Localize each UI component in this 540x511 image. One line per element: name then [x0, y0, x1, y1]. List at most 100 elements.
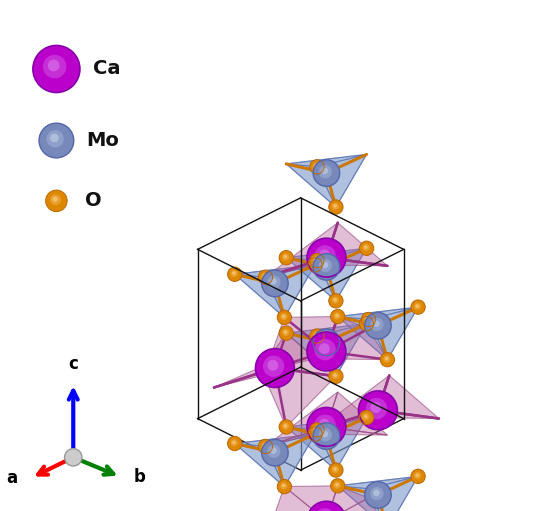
Circle shape: [333, 204, 337, 207]
Polygon shape: [368, 307, 418, 360]
Text: Mo: Mo: [86, 131, 119, 150]
Circle shape: [310, 329, 324, 343]
Circle shape: [52, 197, 58, 202]
Circle shape: [263, 274, 266, 278]
Polygon shape: [286, 323, 367, 376]
Circle shape: [284, 330, 287, 334]
Polygon shape: [286, 154, 367, 207]
Circle shape: [364, 321, 368, 324]
Polygon shape: [368, 476, 418, 511]
Circle shape: [333, 374, 337, 377]
Polygon shape: [326, 486, 368, 511]
Circle shape: [313, 426, 320, 433]
Circle shape: [319, 259, 332, 272]
Circle shape: [313, 257, 320, 264]
Polygon shape: [367, 410, 439, 419]
Circle shape: [364, 482, 391, 508]
Circle shape: [280, 313, 287, 320]
Polygon shape: [285, 486, 338, 511]
Polygon shape: [275, 368, 336, 427]
Circle shape: [370, 402, 381, 413]
Circle shape: [313, 329, 340, 356]
Polygon shape: [326, 392, 387, 435]
Circle shape: [373, 320, 380, 327]
Circle shape: [314, 245, 336, 267]
Circle shape: [258, 270, 273, 284]
Circle shape: [415, 304, 419, 308]
Circle shape: [370, 487, 383, 500]
Polygon shape: [275, 333, 336, 376]
Circle shape: [322, 168, 328, 174]
Polygon shape: [315, 427, 326, 434]
Polygon shape: [378, 376, 389, 410]
Circle shape: [307, 238, 346, 277]
Circle shape: [411, 300, 426, 314]
Polygon shape: [286, 427, 336, 470]
Circle shape: [307, 332, 346, 371]
Circle shape: [261, 439, 288, 466]
Polygon shape: [266, 486, 326, 511]
Circle shape: [308, 258, 322, 272]
Polygon shape: [275, 368, 336, 376]
Circle shape: [335, 483, 339, 486]
Circle shape: [270, 278, 276, 285]
Circle shape: [366, 317, 369, 320]
Polygon shape: [326, 498, 387, 511]
Circle shape: [282, 484, 285, 487]
Circle shape: [227, 267, 242, 282]
Circle shape: [307, 407, 346, 446]
Circle shape: [332, 296, 339, 304]
Circle shape: [330, 479, 345, 493]
Polygon shape: [235, 265, 315, 277]
Text: O: O: [85, 191, 102, 211]
Polygon shape: [266, 427, 326, 447]
Circle shape: [332, 466, 339, 473]
Polygon shape: [266, 258, 326, 277]
Polygon shape: [338, 307, 418, 360]
Circle shape: [46, 190, 67, 212]
Circle shape: [314, 339, 336, 360]
Circle shape: [383, 355, 390, 362]
Circle shape: [335, 314, 339, 317]
Polygon shape: [235, 265, 315, 317]
Circle shape: [33, 45, 80, 92]
Circle shape: [282, 329, 289, 336]
Polygon shape: [214, 368, 275, 387]
Polygon shape: [286, 258, 336, 301]
Circle shape: [50, 133, 59, 142]
Polygon shape: [266, 265, 315, 317]
Circle shape: [314, 427, 318, 431]
Circle shape: [255, 349, 294, 387]
Polygon shape: [286, 248, 367, 261]
Polygon shape: [317, 248, 367, 301]
Polygon shape: [214, 368, 275, 387]
Polygon shape: [286, 333, 336, 376]
Polygon shape: [266, 434, 315, 486]
Circle shape: [364, 315, 372, 322]
Polygon shape: [286, 248, 367, 301]
Text: b: b: [134, 468, 146, 486]
Circle shape: [231, 439, 238, 447]
Polygon shape: [326, 317, 368, 352]
Circle shape: [362, 244, 370, 251]
Polygon shape: [317, 154, 367, 207]
Polygon shape: [286, 417, 367, 430]
Circle shape: [411, 469, 426, 483]
Polygon shape: [266, 223, 338, 277]
Circle shape: [322, 337, 328, 343]
Circle shape: [333, 298, 337, 301]
Polygon shape: [326, 223, 387, 266]
Circle shape: [313, 431, 316, 435]
Circle shape: [282, 423, 289, 430]
Circle shape: [333, 467, 337, 471]
Circle shape: [258, 439, 273, 454]
Circle shape: [261, 270, 288, 297]
Circle shape: [282, 253, 289, 261]
Circle shape: [311, 261, 318, 268]
Circle shape: [267, 275, 281, 289]
Circle shape: [329, 294, 343, 308]
Circle shape: [322, 262, 328, 268]
Circle shape: [313, 160, 340, 187]
Text: Ca: Ca: [93, 59, 120, 79]
Circle shape: [332, 372, 339, 379]
